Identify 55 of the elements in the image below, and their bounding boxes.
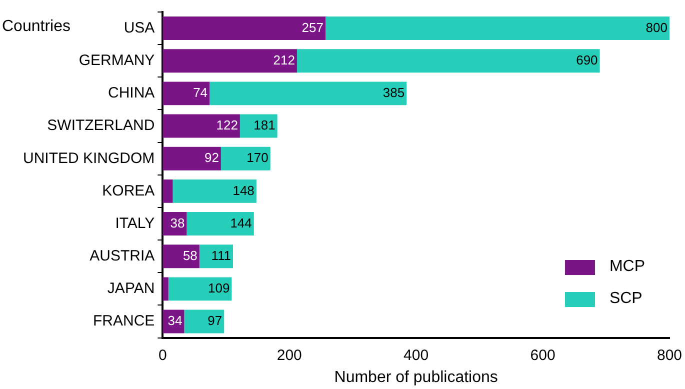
- y-tick-label: AUSTRIA: [90, 247, 155, 264]
- legend-label: MCP: [609, 258, 645, 276]
- bar: [240, 114, 278, 138]
- bar: [162, 114, 240, 138]
- bar: [162, 244, 200, 268]
- bar: [162, 16, 326, 40]
- bar: [162, 179, 173, 203]
- bar: [172, 179, 256, 203]
- data-label: 212: [273, 52, 295, 68]
- y-axis-title: Countries: [2, 18, 70, 36]
- x-axis-title: Number of publications: [334, 368, 498, 386]
- total-label: 144: [230, 215, 252, 230]
- legend-label: SCP: [609, 290, 642, 308]
- data-label: 122: [216, 118, 238, 133]
- bar: [162, 277, 168, 301]
- total-label: 170: [246, 150, 268, 166]
- y-tick-label: FRANCE: [92, 312, 155, 330]
- data-label: 257: [302, 20, 324, 35]
- x-tick-label: 200: [276, 346, 302, 364]
- y-tick-label: CHINA: [108, 84, 155, 102]
- total-label: 97: [208, 313, 222, 328]
- total-label: 148: [232, 182, 254, 198]
- bar: [184, 310, 224, 334]
- bar: [168, 277, 232, 301]
- bar: [162, 82, 210, 106]
- bar: [296, 49, 600, 73]
- y-tick-label: ITALY: [115, 214, 155, 232]
- total-label: 111: [211, 248, 231, 263]
- bar: [162, 49, 297, 73]
- y-tick-label: JAPAN: [107, 280, 155, 298]
- bar: [210, 82, 407, 106]
- y-tick-label: USA: [124, 19, 155, 36]
- data-label: 74: [193, 85, 208, 100]
- y-tick-label: KOREA: [102, 182, 155, 200]
- bar: [186, 212, 254, 236]
- bar: [162, 146, 221, 170]
- bar: [199, 244, 233, 268]
- x-tick-label: 400: [404, 346, 429, 364]
- total-label: 109: [208, 280, 230, 296]
- total-label: 690: [576, 52, 598, 68]
- bar: [220, 146, 270, 170]
- data-label: 38: [170, 215, 185, 230]
- data-label: 92: [204, 150, 219, 166]
- bar: [325, 16, 670, 40]
- y-tick-label: GERMANY: [78, 52, 155, 70]
- x-tick-label: 0: [158, 346, 167, 364]
- x-tick-label: 600: [530, 346, 556, 364]
- data-label: 34: [168, 313, 182, 328]
- total-label: 181: [254, 118, 276, 133]
- data-label: 58: [182, 248, 198, 263]
- y-tick-label: UNITED KINGDOM: [22, 150, 155, 167]
- total-label: 800: [646, 20, 668, 35]
- x-tick-label: 800: [656, 346, 682, 364]
- total-label: 385: [382, 85, 405, 100]
- y-tick-label: SWITZERLAND: [47, 117, 155, 134]
